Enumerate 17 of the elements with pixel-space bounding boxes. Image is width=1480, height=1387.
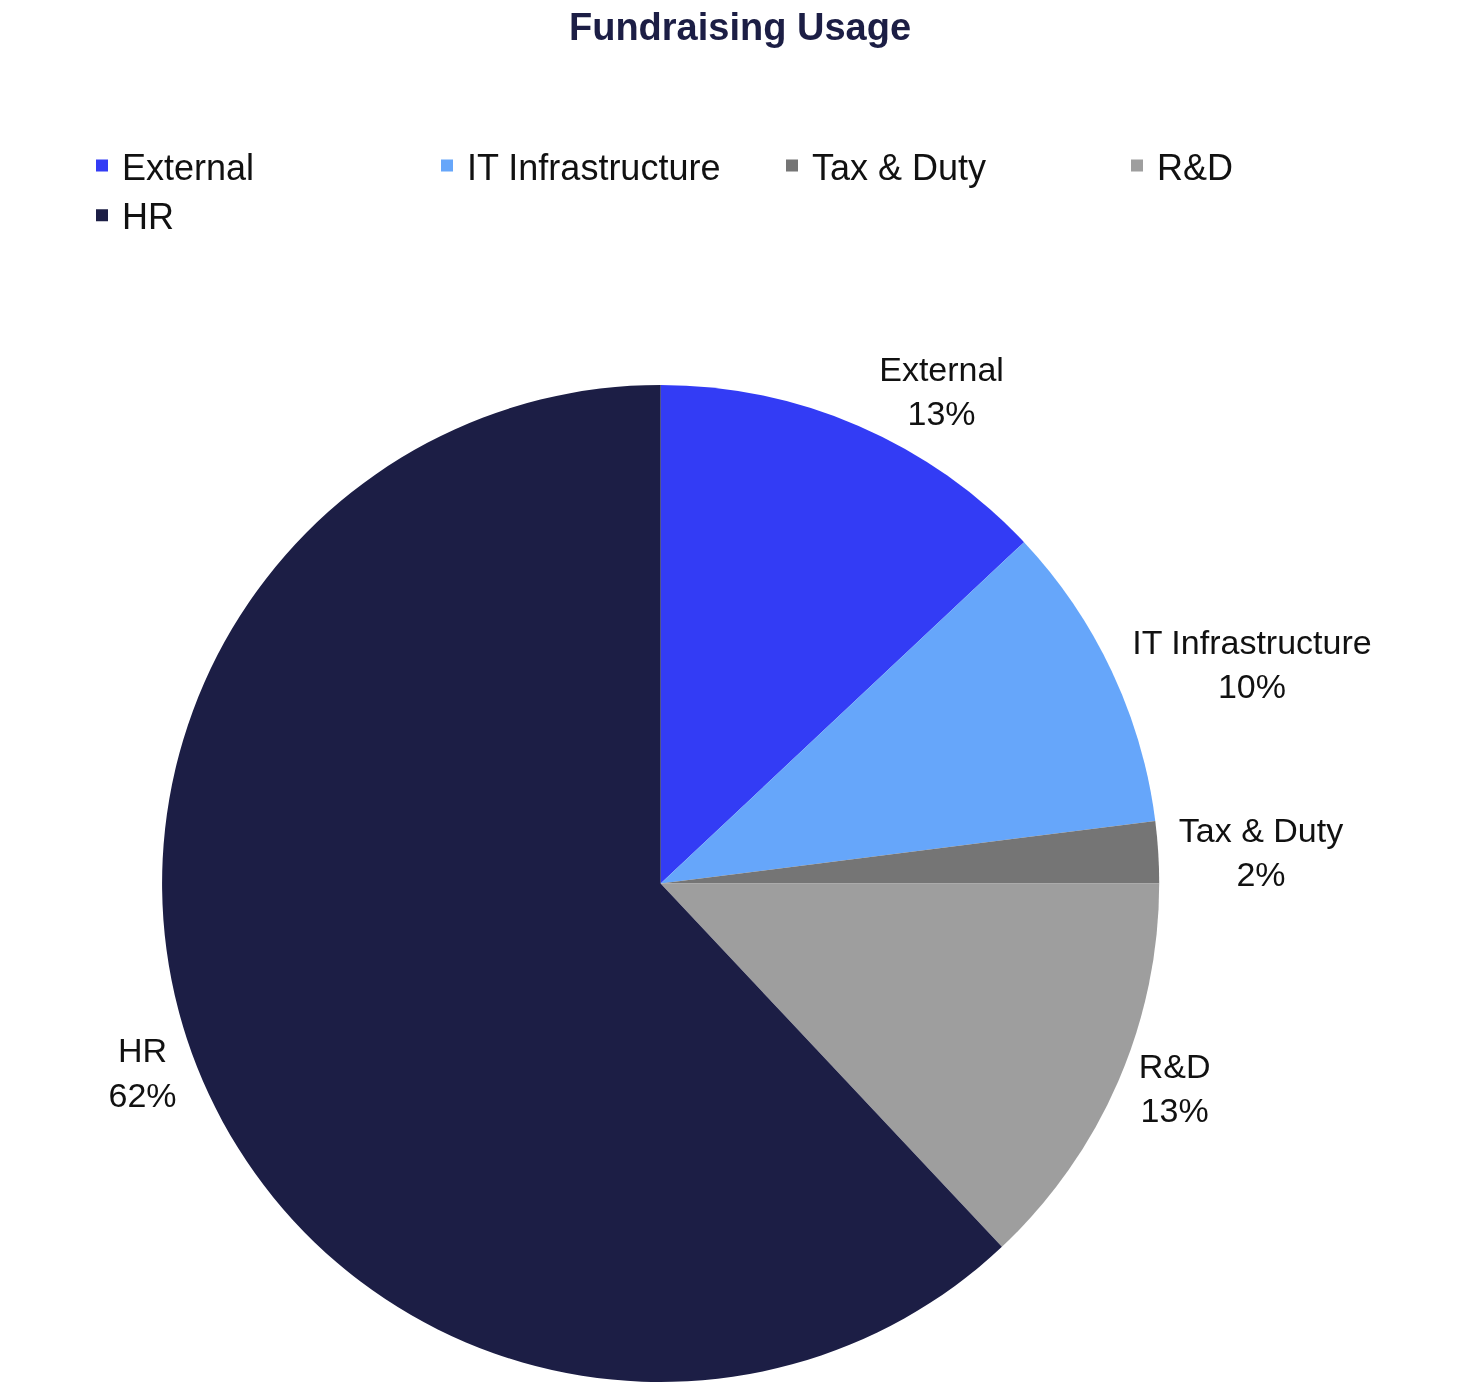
legend-label: IT Infrastructure	[467, 146, 721, 188]
slice-label: Tax & Duty	[1178, 810, 1344, 849]
legend-label: HR	[122, 196, 174, 238]
pie-slice	[660, 384, 1025, 884]
slice-label: External	[879, 350, 1004, 389]
data-label: 10%	[1217, 666, 1287, 705]
slice-label: R&D	[1138, 1046, 1211, 1085]
legend-label: R&D	[1157, 146, 1234, 188]
legend-label: Tax & Duty	[812, 146, 987, 188]
slice-label: IT Infrastructure	[1132, 622, 1372, 661]
slice-label: HR	[117, 1031, 168, 1070]
data-label: 2%	[1236, 855, 1286, 894]
data-label: 13%	[1140, 1091, 1209, 1130]
data-label: 62%	[108, 1075, 177, 1114]
data-label: 13%	[907, 394, 976, 433]
legend-label: External	[122, 146, 255, 188]
chart-title: Fundraising Usage	[568, 6, 912, 49]
